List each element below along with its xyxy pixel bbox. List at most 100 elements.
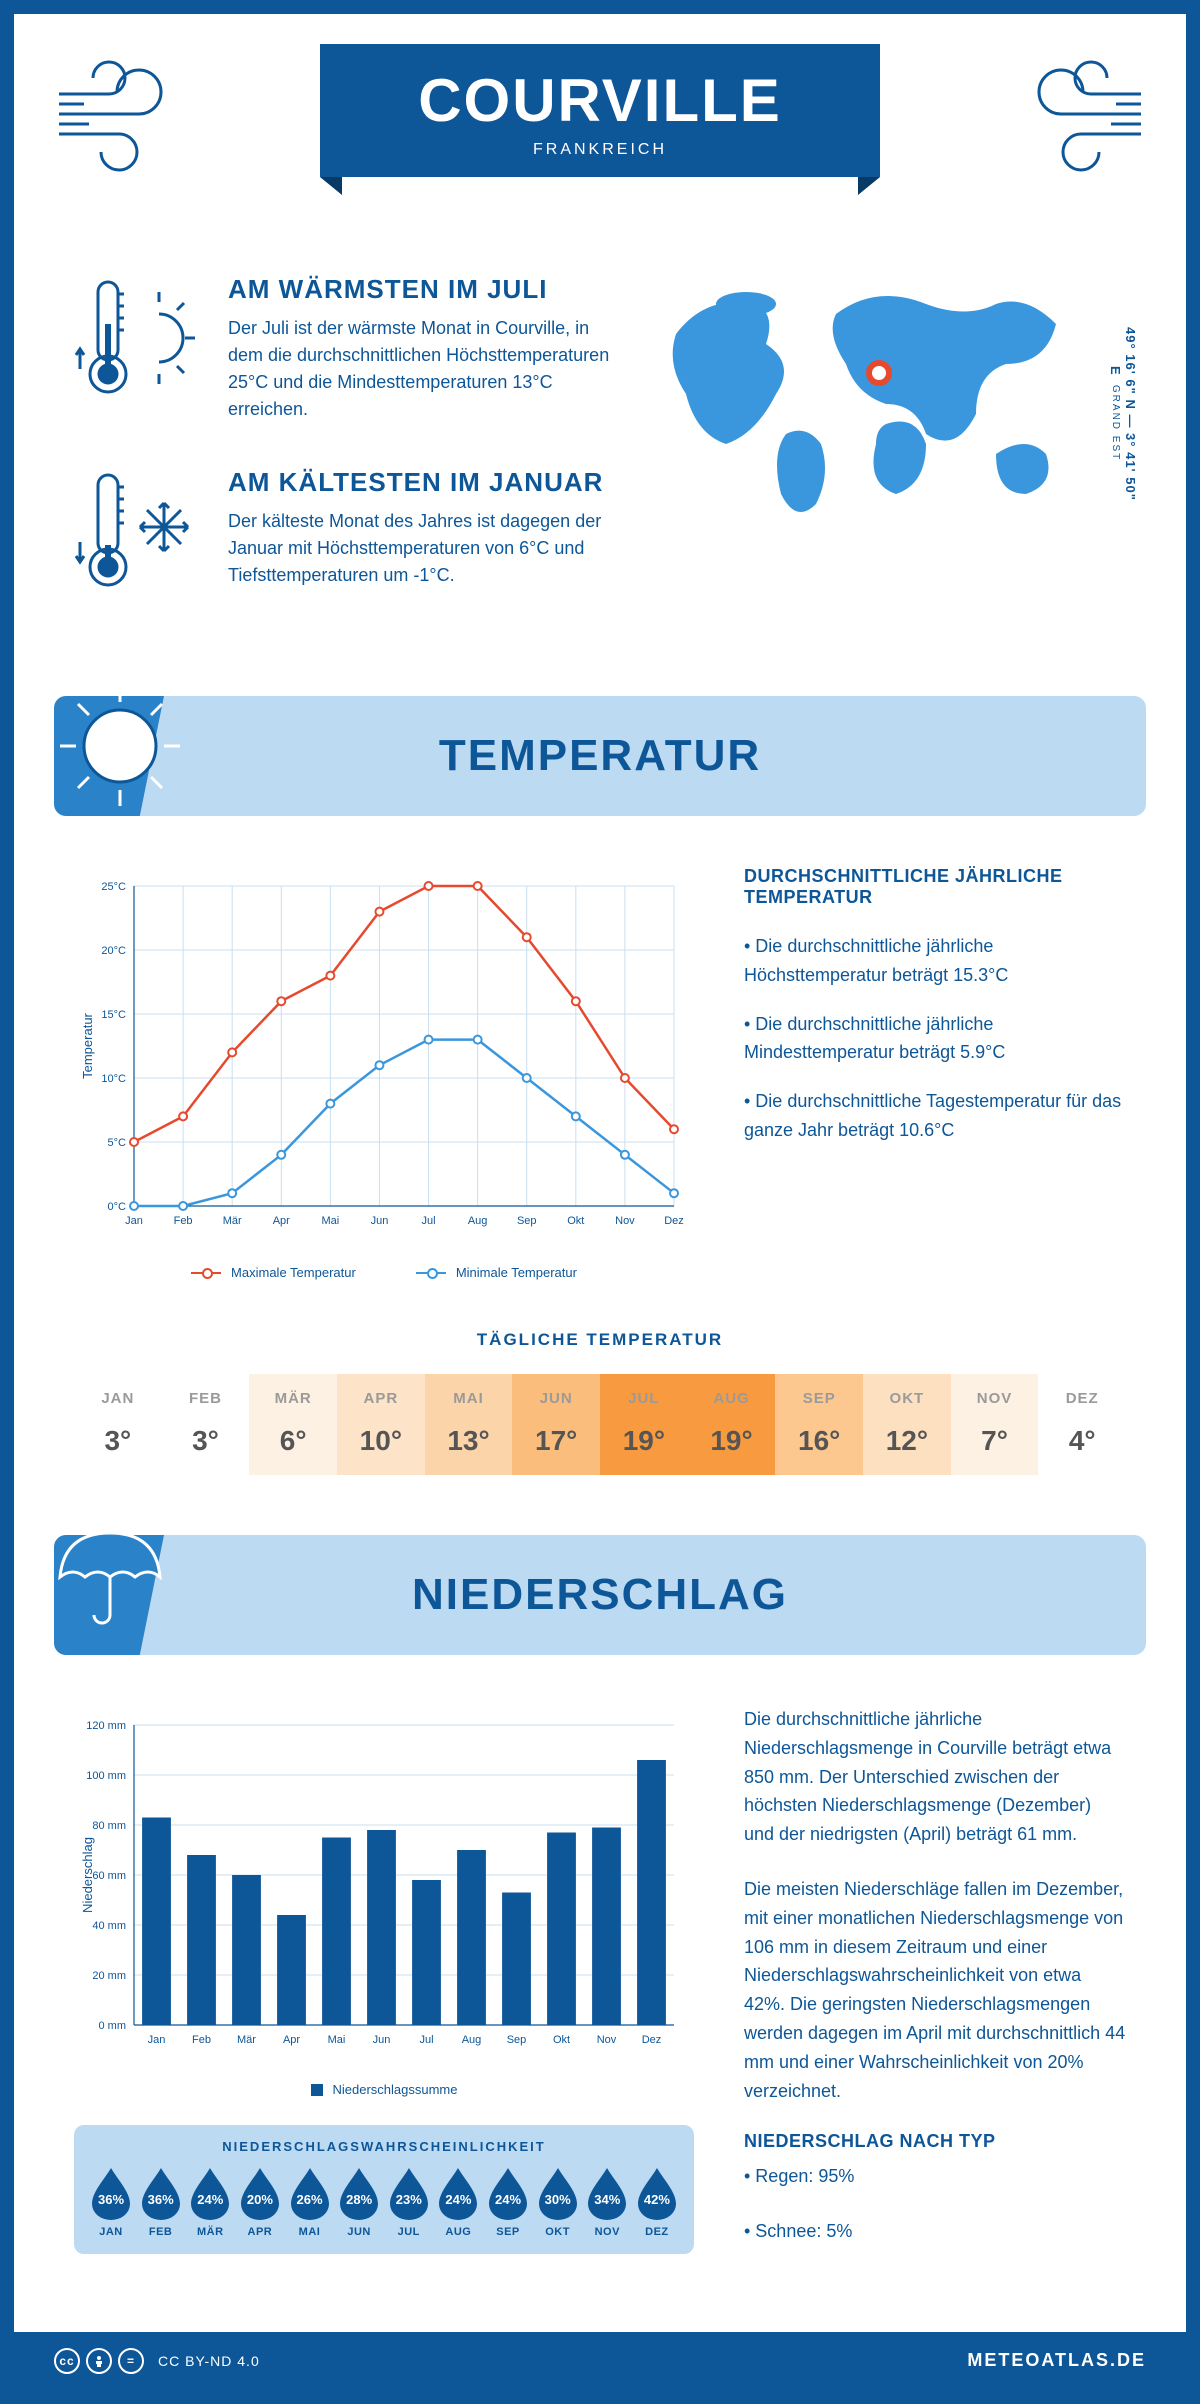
- probability-drop: 28%JUN: [336, 2166, 382, 2238]
- by-icon: [86, 2348, 112, 2374]
- location-marker-icon: [866, 360, 892, 386]
- svg-text:80 mm: 80 mm: [92, 1820, 126, 1832]
- svg-text:Jan: Jan: [125, 1215, 143, 1227]
- probability-drop: 36%FEB: [138, 2166, 184, 2238]
- svg-text:20 mm: 20 mm: [92, 1970, 126, 1982]
- precipitation-info: Die durchschnittliche jährliche Niedersc…: [744, 1705, 1126, 2272]
- temp-table-cell: MÄR6°: [249, 1374, 337, 1475]
- precipitation-section-banner: NIEDERSCHLAG: [54, 1535, 1146, 1655]
- thermometer-sun-icon: [74, 274, 204, 423]
- probability-drop: 24%SEP: [485, 2166, 531, 2238]
- temp-info-bullet: • Die durchschnittliche jährliche Höchst…: [744, 932, 1126, 990]
- probability-drop: 24%MÄR: [187, 2166, 233, 2238]
- temp-table-cell: MAI13°: [425, 1374, 513, 1475]
- precipitation-probability-box: NIEDERSCHLAGSWAHRSCHEINLICHKEIT 36%JAN36…: [74, 2125, 694, 2254]
- precip-paragraph: Die durchschnittliche jährliche Niedersc…: [744, 1705, 1126, 1849]
- svg-text:Feb: Feb: [192, 2034, 211, 2046]
- svg-text:Mai: Mai: [321, 1215, 339, 1227]
- temperature-legend: Maximale Temperatur Minimale Temperatur: [74, 1265, 694, 1280]
- probability-title: NIEDERSCHLAGSWAHRSCHEINLICHKEIT: [88, 2139, 680, 2154]
- svg-text:Feb: Feb: [174, 1215, 193, 1227]
- svg-text:Temperatur: Temperatur: [80, 1012, 95, 1078]
- svg-text:Sep: Sep: [517, 1215, 537, 1227]
- precip-paragraph: Die meisten Niederschläge fallen im Deze…: [744, 1875, 1126, 2105]
- svg-text:Aug: Aug: [462, 2034, 482, 2046]
- nd-icon: =: [118, 2348, 144, 2374]
- svg-text:60 mm: 60 mm: [92, 1870, 126, 1882]
- cc-license-icons: cc =: [54, 2348, 144, 2374]
- probability-drop: 23%JUL: [386, 2166, 432, 2238]
- thermometer-snow-icon: [74, 467, 204, 602]
- coordinates-label: 49° 16' 6" N — 3° 41' 50" E GRAND EST: [1108, 294, 1138, 534]
- precipitation-heading: NIEDERSCHLAG: [412, 1570, 788, 1620]
- svg-text:25°C: 25°C: [101, 881, 126, 893]
- temp-table-cell: AUG19°: [688, 1374, 776, 1475]
- probability-drop: 36%JAN: [88, 2166, 134, 2238]
- warmest-title: AM WÄRMSTEN IM JULI: [228, 274, 616, 305]
- warmest-block: AM WÄRMSTEN IM JULI Der Juli ist der wär…: [74, 274, 616, 423]
- svg-text:120 mm: 120 mm: [86, 1720, 126, 1732]
- temp-info-bullet: • Die durchschnittliche Tagestemperatur …: [744, 1087, 1126, 1145]
- temperature-line-chart: 0°C 5°C 10°C 15°C 20°C 25°C Jan Feb Mär Apr Mai Jun…: [74, 866, 694, 1280]
- svg-text:10°C: 10°C: [101, 1073, 126, 1085]
- svg-text:Dez: Dez: [642, 2034, 662, 2046]
- probability-drop: 26%MAI: [287, 2166, 333, 2238]
- city-title: COURVILLE: [320, 66, 880, 135]
- probability-drop: 42%DEZ: [634, 2166, 680, 2238]
- sun-icon: [50, 676, 190, 821]
- temperature-info: DURCHSCHNITTLICHE JÄHRLICHE TEMPERATUR •…: [744, 866, 1126, 1280]
- svg-text:0°C: 0°C: [108, 1201, 127, 1213]
- precipitation-legend: Niederschlagssumme: [74, 2082, 694, 2097]
- coldest-text: Der kälteste Monat des Jahres ist dagege…: [228, 508, 616, 589]
- precip-type-item: • Schnee: 5%: [744, 2217, 1126, 2246]
- svg-text:40 mm: 40 mm: [92, 1920, 126, 1932]
- svg-text:Mär: Mär: [223, 1215, 242, 1227]
- infographic-page: COURVILLE FRANKREICH: [0, 0, 1200, 2404]
- temp-table-cell: OKT12°: [863, 1374, 951, 1475]
- temp-info-title: DURCHSCHNITTLICHE JÄHRLICHE TEMPERATUR: [744, 866, 1126, 908]
- svg-text:Jul: Jul: [419, 2034, 433, 2046]
- cc-icon: cc: [54, 2348, 80, 2374]
- temperature-heading: TEMPERATUR: [439, 731, 761, 781]
- svg-text:20°C: 20°C: [101, 945, 126, 957]
- probability-drop: 20%APR: [237, 2166, 283, 2238]
- precip-type-item: • Regen: 95%: [744, 2162, 1126, 2191]
- temperature-section-banner: TEMPERATUR: [54, 696, 1146, 816]
- daily-temperature-table: TÄGLICHE TEMPERATUR JAN3°FEB3°MÄR6°APR10…: [14, 1310, 1186, 1525]
- summary-section: AM WÄRMSTEN IM JULI Der Juli ist der wär…: [14, 244, 1186, 686]
- license-label: CC BY-ND 4.0: [158, 2353, 260, 2369]
- svg-text:Jun: Jun: [371, 1215, 389, 1227]
- svg-text:Okt: Okt: [553, 2034, 570, 2046]
- wind-icon: [54, 54, 204, 179]
- svg-text:Jun: Jun: [373, 2034, 391, 2046]
- temp-table-cell: JUN17°: [512, 1374, 600, 1475]
- svg-text:Apr: Apr: [273, 1215, 290, 1227]
- svg-text:15°C: 15°C: [101, 1009, 126, 1021]
- svg-text:0 mm: 0 mm: [99, 2020, 127, 2032]
- svg-text:Jul: Jul: [422, 1215, 436, 1227]
- footer: cc = CC BY-ND 4.0 METEOATLAS.DE: [14, 2332, 1186, 2390]
- svg-text:Okt: Okt: [567, 1215, 584, 1227]
- precipitation-bar-chart: 0 mm20 mm40 mm60 mm80 mm100 mm120 mmNied…: [74, 1705, 694, 2097]
- svg-text:Aug: Aug: [468, 1215, 488, 1227]
- svg-text:Mai: Mai: [328, 2034, 346, 2046]
- umbrella-icon: [50, 1515, 170, 1640]
- title-banner: COURVILLE FRANKREICH: [320, 44, 880, 177]
- temp-table-cell: FEB3°: [162, 1374, 250, 1475]
- daily-temp-title: TÄGLICHE TEMPERATUR: [74, 1330, 1126, 1350]
- precip-type-title: NIEDERSCHLAG NACH TYP: [744, 2131, 1126, 2152]
- svg-text:Niederschlag: Niederschlag: [80, 1837, 95, 1913]
- temp-table-cell: NOV7°: [951, 1374, 1039, 1475]
- svg-text:Dez: Dez: [664, 1215, 684, 1227]
- header: COURVILLE FRANKREICH: [14, 14, 1186, 244]
- probability-drop: 30%OKT: [535, 2166, 581, 2238]
- svg-text:5°C: 5°C: [108, 1137, 127, 1149]
- site-label: METEOATLAS.DE: [967, 2350, 1146, 2371]
- country-subtitle: FRANKREICH: [320, 141, 880, 159]
- svg-text:Jan: Jan: [148, 2034, 166, 2046]
- svg-text:Nov: Nov: [597, 2034, 617, 2046]
- warmest-text: Der Juli ist der wärmste Monat in Courvi…: [228, 315, 616, 423]
- temp-info-bullet: • Die durchschnittliche jährliche Mindes…: [744, 1010, 1126, 1068]
- svg-text:Apr: Apr: [283, 2034, 300, 2046]
- world-map-block: 49° 16' 6" N — 3° 41' 50" E GRAND EST: [656, 274, 1126, 646]
